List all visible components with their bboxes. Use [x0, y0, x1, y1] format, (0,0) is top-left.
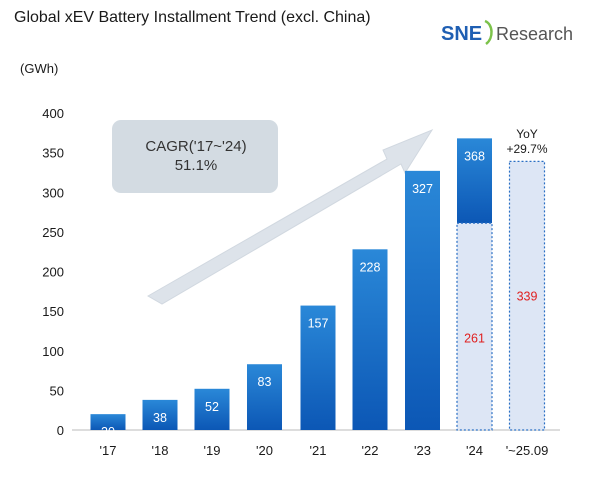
- bar-2024-partial: [456, 222, 493, 431]
- logo-research-text: Research: [496, 24, 573, 44]
- y-tick-label: 300: [42, 185, 64, 200]
- y-axis: 0 50 100 150 200 250 300 350 400: [42, 106, 64, 438]
- x-tick-label: '18: [152, 443, 169, 458]
- y-tick-label: 0: [57, 423, 64, 438]
- bar: [142, 399, 178, 430]
- bar: [352, 249, 388, 430]
- bar-value-label: 38: [153, 411, 167, 425]
- chart-title: Global xEV Battery Installment Trend (ex…: [14, 9, 371, 26]
- bar-value-label: 339: [517, 290, 538, 304]
- bar-value-label: 20: [101, 425, 115, 439]
- x-tick-label: '17: [100, 443, 117, 458]
- bar-2024-upper: [457, 138, 492, 224]
- logo-swoosh-icon: [484, 19, 493, 45]
- y-unit-label: (GWh): [20, 61, 58, 76]
- bar-value-label: 228: [360, 260, 381, 274]
- cagr-label: CAGR('17~'24): [145, 138, 246, 155]
- bar: [194, 388, 230, 430]
- bar: [405, 170, 440, 431]
- y-tick-label: 250: [42, 225, 64, 240]
- y-tick-label: 100: [42, 344, 64, 359]
- bar-value-label: 368: [464, 149, 485, 163]
- sne-research-logo: SNE Research: [441, 19, 573, 45]
- trend-arrow-icon: [146, 128, 434, 305]
- bars: 20 38 52 83 157 228 327 368 261 339: [90, 138, 546, 439]
- bar: [90, 414, 126, 430]
- logo-sne-text: SNE: [441, 23, 482, 45]
- y-tick-label: 200: [42, 265, 64, 280]
- bar-value-label: 157: [308, 317, 329, 331]
- bar: [300, 305, 336, 430]
- x-tick-label: '~25.09: [506, 443, 549, 458]
- cagr-value: 51.1%: [175, 157, 218, 174]
- yoy-value: +29.7%: [506, 142, 547, 156]
- x-tick-label: '22: [362, 443, 379, 458]
- yoy-label: YoY: [516, 127, 538, 141]
- x-axis: '17 '18 '19 '20 '21 '22 '23 '24 '~25.09: [100, 443, 549, 458]
- bar-2025-ytd: [508, 160, 546, 431]
- y-tick-label: 350: [42, 146, 64, 161]
- bar-value-label: 83: [258, 375, 272, 389]
- y-tick-label: 150: [42, 304, 64, 319]
- cagr-box-bg: [112, 120, 278, 193]
- bar-value-label: 327: [412, 182, 433, 196]
- bar-partial-value-label: 261: [464, 332, 485, 346]
- bar-value-label: 52: [205, 400, 219, 414]
- x-tick-label: '21: [310, 443, 327, 458]
- x-tick-label: '24: [466, 443, 483, 458]
- x-tick-label: '23: [414, 443, 431, 458]
- cagr-box: CAGR('17~'24) 51.1%: [112, 120, 278, 193]
- x-tick-label: '19: [204, 443, 221, 458]
- y-tick-label: 50: [50, 383, 64, 398]
- bar: [247, 364, 282, 430]
- y-tick-label: 400: [42, 106, 64, 121]
- x-tick-label: '20: [256, 443, 273, 458]
